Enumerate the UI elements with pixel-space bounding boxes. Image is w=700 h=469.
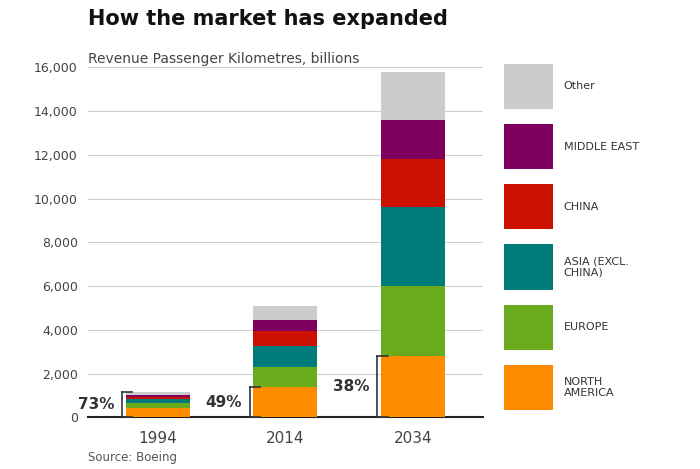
Text: Other: Other	[564, 82, 596, 91]
Text: NORTH
AMERICA: NORTH AMERICA	[564, 377, 615, 398]
Bar	[381, 120, 445, 159]
Text: 49%: 49%	[206, 394, 242, 409]
Bar	[381, 72, 445, 120]
Text: MIDDLE EAST: MIDDLE EAST	[564, 142, 639, 151]
Text: EUROPE: EUROPE	[564, 322, 609, 332]
Text: Revenue Passenger Kilometres, billions: Revenue Passenger Kilometres, billions	[88, 52, 359, 66]
Bar	[381, 207, 445, 286]
Bar	[126, 393, 190, 395]
Text: ASIA (EXCL.
CHINA): ASIA (EXCL. CHINA)	[564, 257, 629, 277]
Bar	[253, 306, 317, 320]
Text: Source: Boeing: Source: Boeing	[88, 451, 176, 464]
Bar	[253, 387, 317, 417]
Text: 38%: 38%	[333, 379, 370, 394]
Bar	[253, 346, 317, 367]
Text: 73%: 73%	[78, 397, 114, 412]
Bar	[126, 403, 190, 408]
Bar	[381, 356, 445, 417]
Bar	[253, 331, 317, 346]
Bar	[381, 159, 445, 207]
Bar	[381, 286, 445, 356]
Bar	[253, 367, 317, 387]
Bar	[126, 399, 190, 403]
Text: How the market has expanded: How the market has expanded	[88, 9, 447, 30]
Bar	[126, 408, 190, 417]
Bar	[253, 320, 317, 331]
Text: CHINA: CHINA	[564, 202, 599, 212]
Bar	[126, 395, 190, 397]
Bar	[126, 397, 190, 399]
